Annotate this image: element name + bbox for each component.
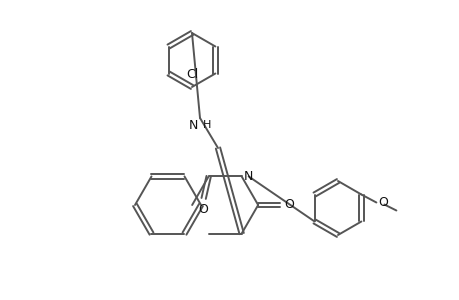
Text: O: O <box>284 199 293 212</box>
Text: N: N <box>243 170 252 183</box>
Text: Cl: Cl <box>185 68 198 81</box>
Text: O: O <box>378 196 387 209</box>
Text: H: H <box>202 120 211 130</box>
Text: O: O <box>198 203 208 216</box>
Text: N: N <box>188 119 197 132</box>
